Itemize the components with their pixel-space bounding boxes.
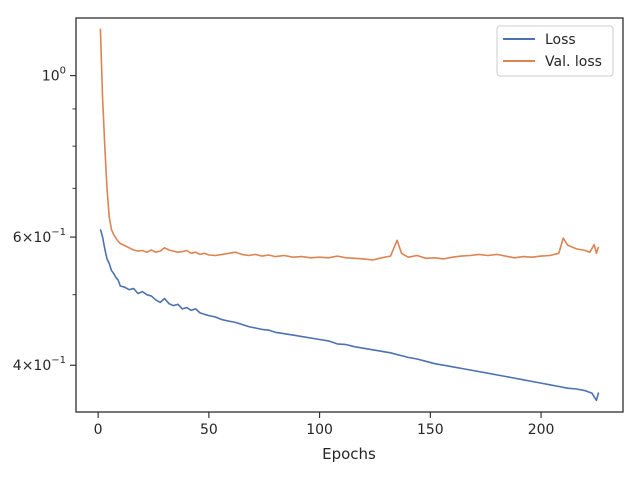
y-tick-label: 100 <box>42 66 66 85</box>
legend: Loss Val. loss <box>496 25 614 77</box>
series-line-0 <box>99 229 600 402</box>
x-tick-label: 150 <box>417 422 444 438</box>
x-tick-label: 0 <box>94 422 103 438</box>
y-axis: 4×10−1 6×10−1 100 <box>13 66 76 374</box>
x-tick-label: 200 <box>528 422 555 438</box>
y-tick-label: 4×10−1 <box>13 355 66 374</box>
x-axis-label: Epochs <box>322 445 376 463</box>
legend-label-val-loss: Val. loss <box>545 54 602 70</box>
y-tick-label: 6×10−1 <box>13 227 66 246</box>
legend-label-loss: Loss <box>545 32 576 48</box>
plot-frame <box>75 17 624 413</box>
x-axis: 0 50 100 150 200 <box>94 412 555 438</box>
x-tick-label: 50 <box>200 422 218 438</box>
series-line-1 <box>99 28 600 261</box>
series-group <box>99 28 600 402</box>
x-tick-label: 100 <box>306 422 333 438</box>
